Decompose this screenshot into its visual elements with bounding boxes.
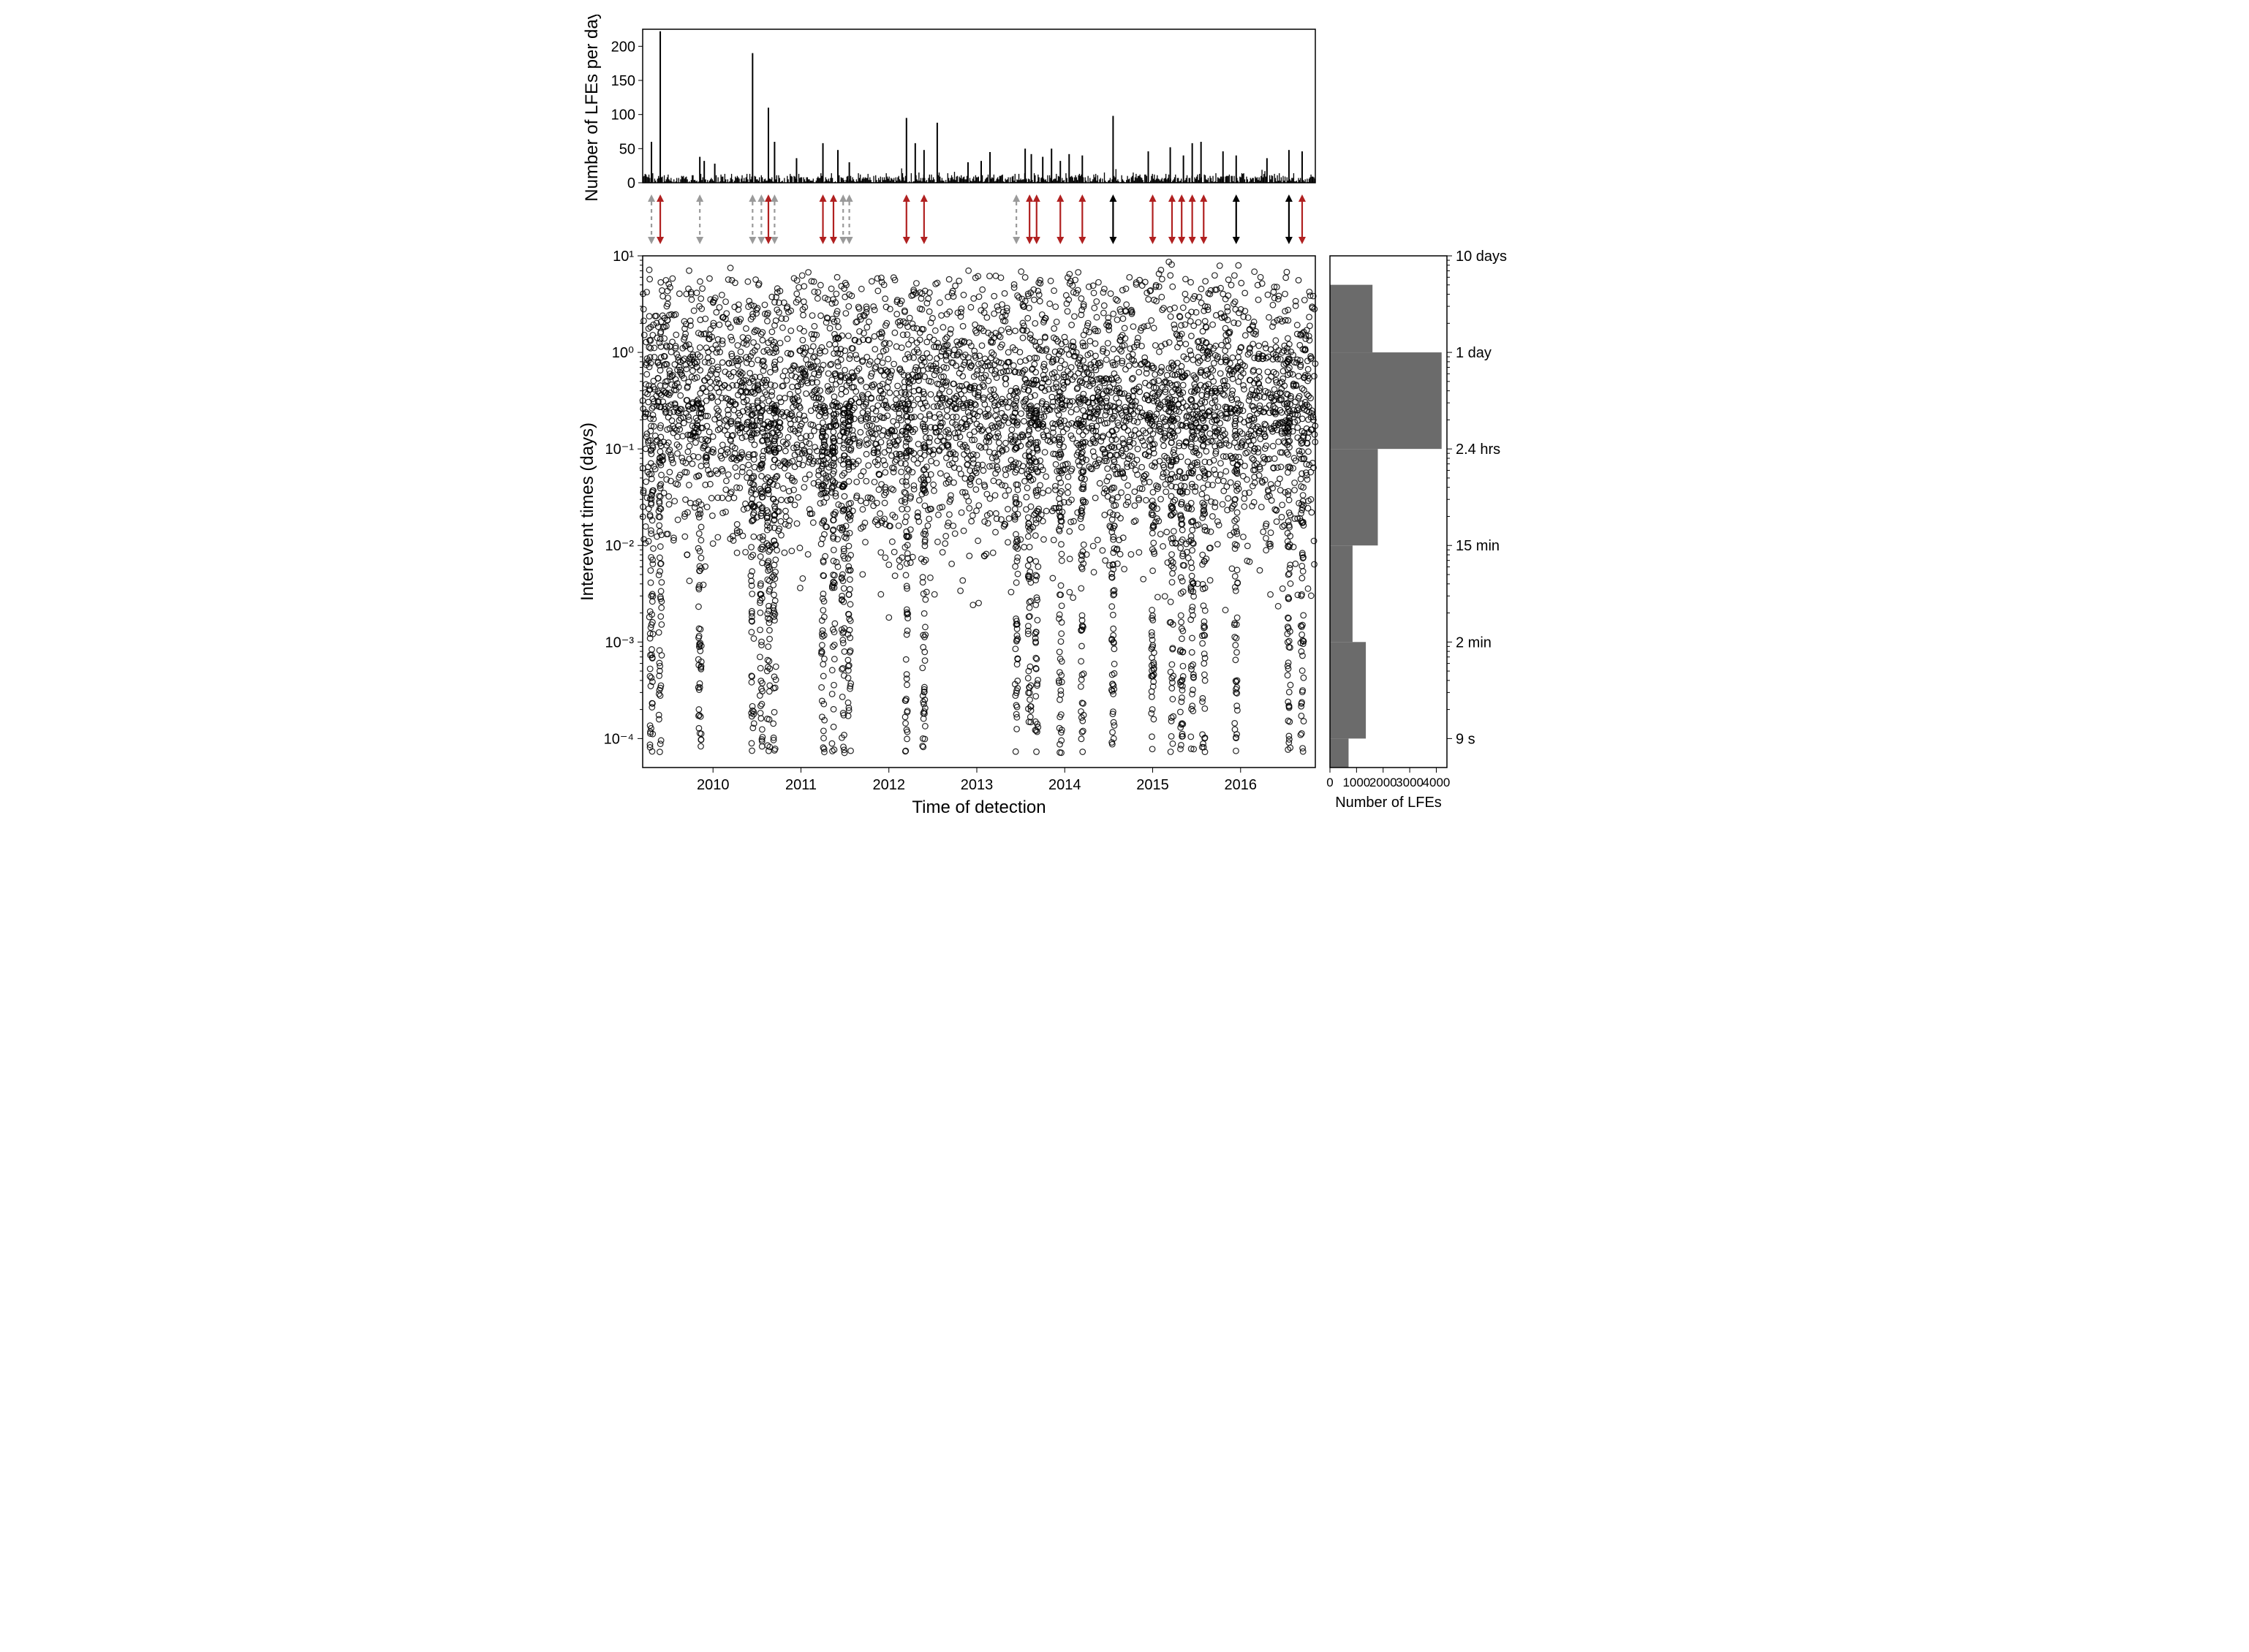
svg-text:2011: 2011 xyxy=(785,777,817,793)
svg-text:10⁻¹: 10⁻¹ xyxy=(605,442,635,458)
svg-text:10⁻⁴: 10⁻⁴ xyxy=(604,731,634,747)
scatter-points xyxy=(640,259,1318,755)
svg-text:2013: 2013 xyxy=(961,777,994,793)
svg-text:10⁰: 10⁰ xyxy=(612,345,634,361)
interevent-scatter-panel: 10⁻⁴ 10⁻³ 10⁻² 10⁻¹ 10⁰ 10¹ Interevent times (… xyxy=(578,249,1318,817)
svg-text:Time of detection: Time of detection xyxy=(912,797,1046,817)
svg-text:150: 150 xyxy=(611,73,635,89)
svg-text:2016: 2016 xyxy=(1225,777,1258,793)
svg-text:2015: 2015 xyxy=(1136,777,1169,793)
lfe-figure: 050100150200Number of LFEs per day10⁻⁴10… xyxy=(562,15,1687,841)
svg-text:10⁻³: 10⁻³ xyxy=(605,634,635,651)
svg-text:Interevent times (days): Interevent times (days) xyxy=(578,423,597,601)
svg-text:10¹: 10¹ xyxy=(613,249,634,265)
svg-text:0: 0 xyxy=(627,175,635,192)
arrow-strip xyxy=(648,194,1306,244)
svg-text:2014: 2014 xyxy=(1048,777,1081,793)
svg-text:200: 200 xyxy=(611,39,635,55)
svg-text:2012: 2012 xyxy=(872,777,905,793)
svg-text:10⁻²: 10⁻² xyxy=(605,538,635,554)
interevent-hist-panel: 01000200030004000Number of LFEs10 days1 … xyxy=(1326,249,1507,811)
lfe-per-day-panel: 0 50 100 150 200 Number of LFEs per day xyxy=(582,15,1315,202)
svg-text:Number of LFEs per day: Number of LFEs per day xyxy=(582,15,602,202)
svg-text:100: 100 xyxy=(611,107,635,124)
svg-text:2010: 2010 xyxy=(697,777,730,793)
svg-text:50: 50 xyxy=(619,141,635,157)
